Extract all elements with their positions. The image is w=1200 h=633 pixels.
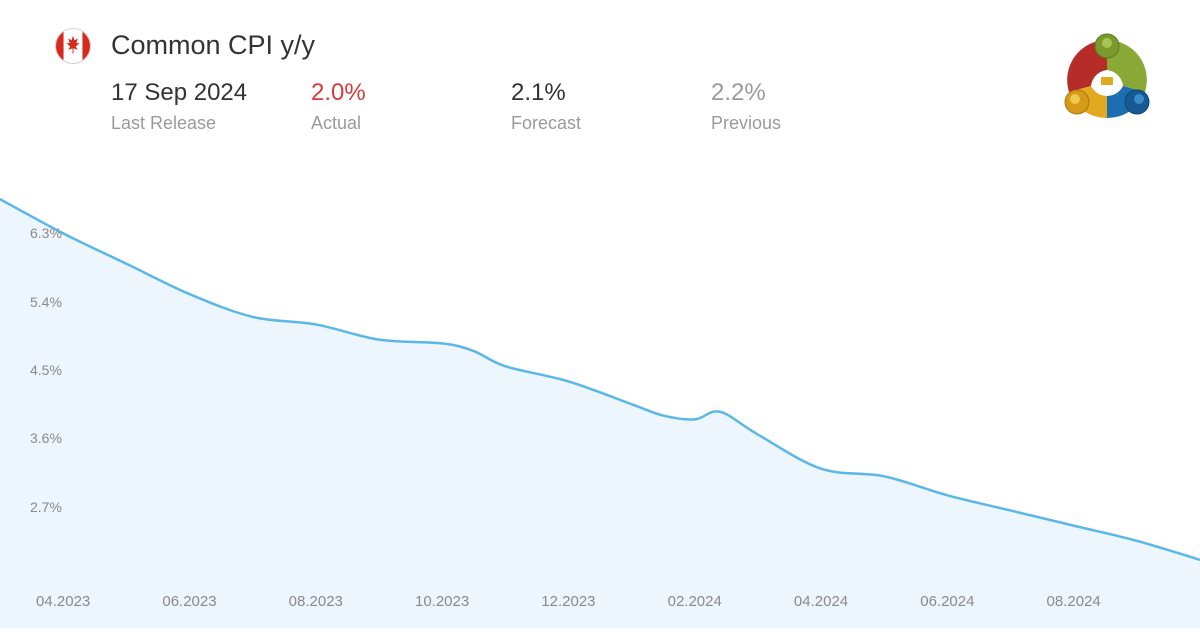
x-axis-label: 08.2024 xyxy=(1047,593,1101,610)
stat-label: Actual xyxy=(311,113,511,134)
stats-row: 17 Sep 2024 Last Release 2.0% Actual 2.1… xyxy=(111,79,1170,134)
chart-svg xyxy=(0,165,1200,628)
y-axis-label: 5.4% xyxy=(30,294,62,310)
x-axis-label: 08.2023 xyxy=(289,593,343,610)
stat-value: 2.0% xyxy=(311,79,511,107)
y-axis-label: 6.3% xyxy=(30,225,62,241)
stat-label: Previous xyxy=(711,113,911,134)
x-axis-label: 04.2023 xyxy=(36,593,90,610)
x-axis-label: 02.2024 xyxy=(668,593,722,610)
stat-value: 17 Sep 2024 xyxy=(111,79,311,107)
stat-label: Last Release xyxy=(111,113,311,134)
stat-actual: 2.0% Actual xyxy=(311,79,511,134)
y-axis-label: 2.7% xyxy=(30,499,62,515)
header: Common CPI y/y 17 Sep 2024 Last Release … xyxy=(55,28,1170,134)
stat-last-release: 17 Sep 2024 Last Release xyxy=(111,79,311,134)
stat-label: Forecast xyxy=(511,113,711,134)
stat-forecast: 2.1% Forecast xyxy=(511,79,711,134)
canada-flag-icon xyxy=(55,28,91,64)
y-axis-label: 4.5% xyxy=(30,362,62,378)
x-axis-label: 12.2023 xyxy=(541,593,595,610)
title-block: Common CPI y/y 17 Sep 2024 Last Release … xyxy=(111,28,1170,134)
x-axis-label: 06.2023 xyxy=(162,593,216,610)
cpi-area-chart: 6.3% 5.4% 4.5% 3.6% 2.7% 04.2023 06.2023 08.202… xyxy=(0,165,1200,628)
stat-previous: 2.2% Previous xyxy=(711,79,911,134)
metatrader-logo-icon xyxy=(1052,28,1162,128)
x-axis-label: 10.2023 xyxy=(415,593,469,610)
x-axis-label: 06.2024 xyxy=(920,593,974,610)
y-axis-label: 3.6% xyxy=(30,430,62,446)
indicator-title: Common CPI y/y xyxy=(111,30,1170,61)
x-axis-label: 04.2024 xyxy=(794,593,848,610)
stat-value: 2.1% xyxy=(511,79,711,107)
stat-value: 2.2% xyxy=(711,79,911,107)
